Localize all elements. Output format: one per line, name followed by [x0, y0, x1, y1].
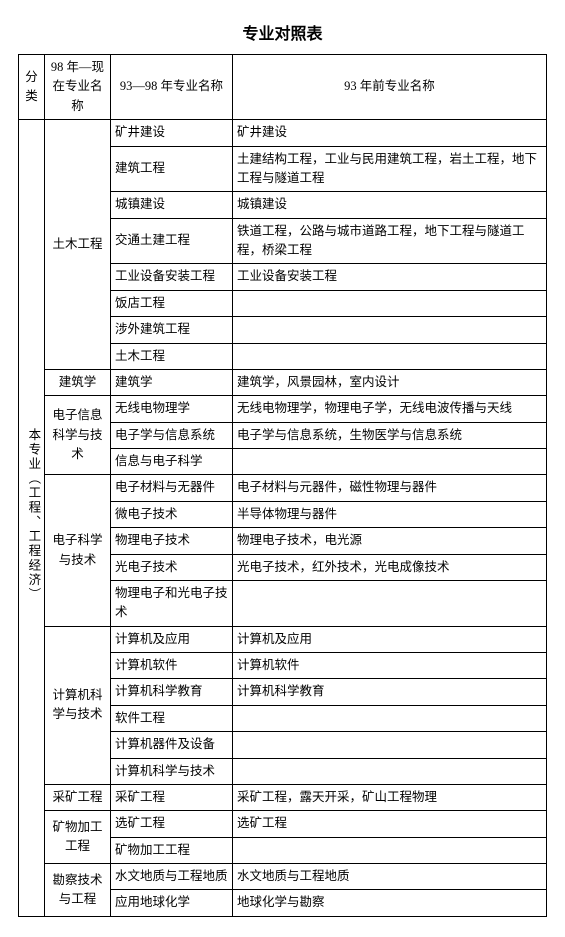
cell-pre-93: 工业设备安装工程: [233, 264, 547, 290]
cell-93-98: 矿井建设: [111, 120, 233, 146]
cell-pre-93: [233, 290, 547, 316]
cell-pre-93: 计算机及应用: [233, 626, 547, 652]
cell-93-98: 电子材料与无器件: [111, 475, 233, 501]
comparison-table: 分类 98 年—现在专业名称 93—98 年专业名称 93 年前专业名称 本专业…: [18, 54, 547, 917]
cell-93-98: 计算机软件: [111, 653, 233, 679]
cell-93-98: 建筑工程: [111, 146, 233, 192]
group-cell: 勘察技术与工程: [45, 864, 111, 917]
cell-93-98: 物理电子和光电子技术: [111, 580, 233, 626]
page-title: 专业对照表: [18, 20, 547, 44]
cell-pre-93: [233, 449, 547, 475]
cell-pre-93: 电子学与信息系统，生物医学与信息系统: [233, 422, 547, 448]
table-row: 勘察技术与工程 水文地质与工程地质 水文地质与工程地质: [19, 864, 547, 890]
cell-pre-93: 土建结构工程，工业与民用建筑工程，岩土工程，地下工程与隧道工程: [233, 146, 547, 192]
cell-93-98: 城镇建设: [111, 192, 233, 218]
group-cell: 计算机科学与技术: [45, 626, 111, 784]
group-cell: 土木工程: [45, 120, 111, 370]
cell-pre-93: [233, 705, 547, 731]
cell-93-98: 水文地质与工程地质: [111, 864, 233, 890]
cell-pre-93: 计算机软件: [233, 653, 547, 679]
cell-93-98: 光电子技术: [111, 554, 233, 580]
cell-pre-93: 地球化学与勘察: [233, 890, 547, 916]
header-pre-93: 93 年前专业名称: [233, 55, 547, 120]
cell-93-98: 土木工程: [111, 343, 233, 369]
cell-pre-93: 选矿工程: [233, 811, 547, 837]
cell-pre-93: [233, 732, 547, 758]
cell-93-98: 选矿工程: [111, 811, 233, 837]
header-98-now: 98 年—现在专业名称: [45, 55, 111, 120]
header-category: 分类: [19, 55, 45, 120]
cell-pre-93: 水文地质与工程地质: [233, 864, 547, 890]
group-cell: 建筑学: [45, 369, 111, 395]
category-cell: 本专业（工程、工程经济）: [19, 120, 45, 917]
cell-93-98: 矿物加工工程: [111, 837, 233, 863]
group-cell: 电子信息科学与技术: [45, 396, 111, 475]
cell-93-98: 信息与电子科学: [111, 449, 233, 475]
cell-93-98: 采矿工程: [111, 784, 233, 810]
cell-93-98: 计算机及应用: [111, 626, 233, 652]
cell-pre-93: 建筑学，风景园林，室内设计: [233, 369, 547, 395]
group-cell: 矿物加工工程: [45, 811, 111, 864]
cell-pre-93: 城镇建设: [233, 192, 547, 218]
group-cell: 采矿工程: [45, 784, 111, 810]
cell-pre-93: [233, 343, 547, 369]
cell-93-98: 无线电物理学: [111, 396, 233, 422]
cell-pre-93: 光电子技术，红外技术，光电成像技术: [233, 554, 547, 580]
cell-pre-93: [233, 580, 547, 626]
cell-93-98: 计算机科学与技术: [111, 758, 233, 784]
cell-93-98: 涉外建筑工程: [111, 317, 233, 343]
cell-93-98: 应用地球化学: [111, 890, 233, 916]
cell-93-98: 建筑学: [111, 369, 233, 395]
cell-pre-93: 无线电物理学，物理电子学，无线电波传播与天线: [233, 396, 547, 422]
cell-93-98: 交通土建工程: [111, 218, 233, 264]
cell-93-98: 计算机科学教育: [111, 679, 233, 705]
header-93-98: 93—98 年专业名称: [111, 55, 233, 120]
table-header-row: 分类 98 年—现在专业名称 93—98 年专业名称 93 年前专业名称: [19, 55, 547, 120]
cell-pre-93: 矿井建设: [233, 120, 547, 146]
table-row: 矿物加工工程 选矿工程 选矿工程: [19, 811, 547, 837]
cell-pre-93: [233, 758, 547, 784]
cell-pre-93: 铁道工程，公路与城市道路工程，地下工程与隧道工程，桥梁工程: [233, 218, 547, 264]
cell-pre-93: 电子材料与元器件，磁性物理与器件: [233, 475, 547, 501]
category-label: 本专业（工程、工程经济）: [23, 428, 42, 602]
cell-pre-93: 物理电子技术，电光源: [233, 528, 547, 554]
cell-93-98: 软件工程: [111, 705, 233, 731]
table-row: 电子科学与技术 电子材料与无器件 电子材料与元器件，磁性物理与器件: [19, 475, 547, 501]
cell-pre-93: 计算机科学教育: [233, 679, 547, 705]
cell-93-98: 工业设备安装工程: [111, 264, 233, 290]
table-row: 电子信息科学与技术 无线电物理学 无线电物理学，物理电子学，无线电波传播与天线: [19, 396, 547, 422]
table-row: 本专业（工程、工程经济） 土木工程 矿井建设 矿井建设: [19, 120, 547, 146]
cell-93-98: 计算机器件及设备: [111, 732, 233, 758]
cell-pre-93: [233, 837, 547, 863]
cell-93-98: 物理电子技术: [111, 528, 233, 554]
cell-93-98: 饭店工程: [111, 290, 233, 316]
cell-93-98: 微电子技术: [111, 501, 233, 527]
table-row: 建筑学 建筑学 建筑学，风景园林，室内设计: [19, 369, 547, 395]
table-row: 采矿工程 采矿工程 采矿工程，露天开采，矿山工程物理: [19, 784, 547, 810]
group-cell: 电子科学与技术: [45, 475, 111, 626]
cell-93-98: 电子学与信息系统: [111, 422, 233, 448]
cell-pre-93: [233, 317, 547, 343]
table-row: 计算机科学与技术 计算机及应用 计算机及应用: [19, 626, 547, 652]
cell-pre-93: 半导体物理与器件: [233, 501, 547, 527]
cell-pre-93: 采矿工程，露天开采，矿山工程物理: [233, 784, 547, 810]
